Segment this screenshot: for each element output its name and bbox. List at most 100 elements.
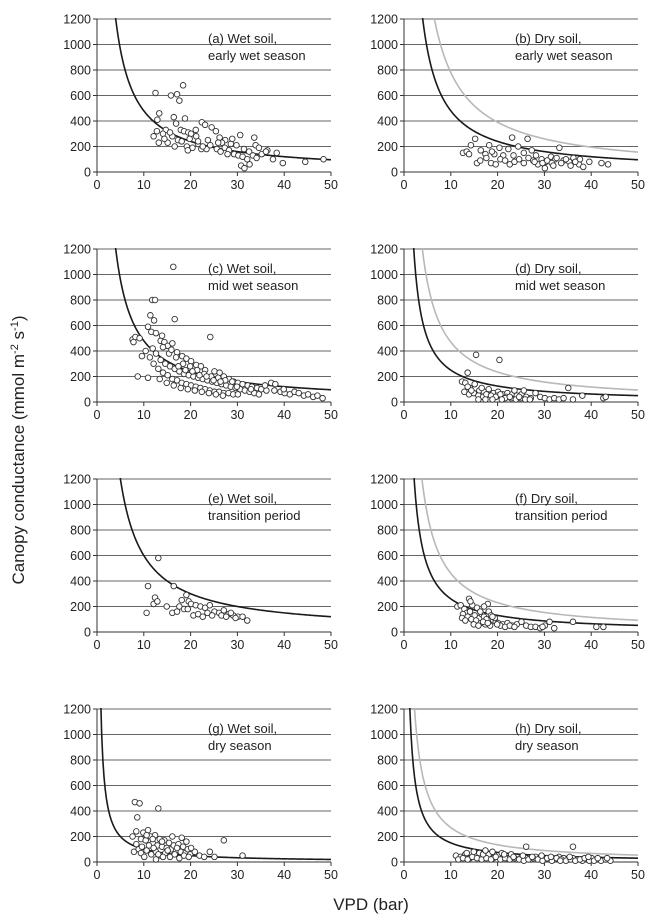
data-point — [579, 163, 587, 171]
data-point — [153, 127, 161, 135]
x-tick-label: 50 — [631, 408, 645, 422]
data-point — [176, 97, 183, 104]
data-point — [133, 814, 141, 821]
y-tick-label: 800 — [377, 524, 398, 538]
y-tick-label: 400 — [377, 575, 398, 589]
y-tick-label: 1200 — [370, 473, 398, 487]
data-point — [478, 384, 485, 392]
data-point — [138, 843, 146, 850]
data-point — [163, 379, 170, 387]
data-point — [500, 851, 508, 858]
y-tick-label: 0 — [391, 396, 398, 410]
data-point — [243, 617, 251, 624]
x-tick-label: 30 — [537, 868, 551, 882]
x-tick-label: 10 — [137, 868, 151, 882]
y-tick-label: 200 — [377, 140, 398, 154]
data-point — [220, 837, 228, 844]
data-point — [253, 154, 260, 162]
data-point — [177, 384, 185, 392]
data-point — [302, 158, 309, 166]
y-tick-label: 600 — [377, 779, 398, 793]
y-tick-label: 1200 — [370, 243, 398, 257]
data-point — [134, 373, 141, 380]
x-tick-label: 10 — [444, 638, 458, 652]
data-point — [250, 134, 258, 141]
data-point — [489, 848, 496, 856]
data-point — [163, 603, 170, 610]
x-tick-label: 10 — [444, 178, 458, 192]
data-point — [261, 382, 269, 389]
y-tick-label: 200 — [377, 370, 398, 384]
data-point — [197, 363, 205, 370]
x-tick-label: 50 — [631, 178, 645, 192]
data-point — [199, 613, 207, 620]
y-tick-label: 200 — [70, 140, 91, 154]
data-point — [143, 831, 150, 839]
chart-panel-h: 0 200 400 600 800 1000 1200 0 10 20 30 40 50 (h) Dry … — [370, 703, 645, 883]
y-tick-label: 600 — [70, 549, 91, 563]
chart-panel-c: 0 200 400 600 800 1000 1200 0 10 20 30 40 50 (c) Wet … — [63, 243, 338, 423]
panel-label-line1: (g) Wet soil, — [208, 721, 277, 736]
data-point — [150, 133, 157, 140]
data-point — [462, 617, 469, 624]
data-point — [243, 155, 251, 163]
data-point — [496, 356, 503, 364]
panel-label-line1: (c) Wet soil, — [208, 261, 276, 276]
data-point — [569, 843, 577, 850]
x-tick-label: 30 — [537, 408, 551, 422]
data-point — [173, 90, 181, 98]
data-point — [233, 141, 240, 149]
x-tick-label: 10 — [137, 408, 151, 422]
data-point — [205, 389, 213, 397]
reference-curve — [433, 18, 638, 153]
data-point — [280, 386, 287, 393]
data-point — [566, 853, 573, 861]
data-point — [245, 148, 253, 155]
data-point — [227, 609, 235, 617]
data-point — [159, 853, 167, 861]
data-point — [136, 800, 143, 807]
data-point — [168, 346, 175, 353]
fit-curve — [409, 708, 638, 859]
data-point — [187, 844, 195, 852]
data-point — [156, 375, 163, 383]
data-point — [526, 396, 534, 403]
y-axis-title: Canopy conductance (mmol m-2 s-1) — [9, 315, 28, 584]
data-point — [150, 360, 157, 368]
panel-label-line1: (d) Dry soil, — [515, 261, 581, 276]
data-point — [489, 613, 496, 620]
data-point — [212, 391, 220, 398]
fit-curve — [413, 478, 638, 627]
x-tick-label: 40 — [584, 178, 598, 192]
data-point — [184, 147, 192, 154]
y-tick-label: 800 — [70, 754, 91, 768]
x-tick-label: 20 — [184, 638, 198, 652]
data-point — [158, 332, 166, 339]
x-tick-label: 40 — [277, 868, 291, 882]
y-tick-label: 200 — [70, 600, 91, 614]
x-tick-label: 40 — [277, 638, 291, 652]
data-point — [224, 150, 231, 158]
fit-curve — [421, 18, 638, 161]
y-tick-label: 0 — [391, 856, 398, 870]
data-point — [194, 138, 202, 145]
data-point — [464, 383, 471, 390]
data-point — [506, 393, 514, 401]
data-point — [498, 396, 506, 403]
x-tick-label: 30 — [230, 178, 244, 192]
data-point — [133, 840, 140, 848]
data-point — [203, 373, 210, 380]
data-point — [217, 148, 224, 155]
data-point — [143, 847, 150, 854]
data-point — [493, 621, 501, 628]
y-tick-label: 600 — [70, 319, 91, 333]
x-tick-label: 30 — [537, 638, 551, 652]
data-point — [467, 598, 474, 605]
data-point — [515, 393, 523, 401]
data-point — [173, 349, 181, 356]
data-point — [169, 833, 176, 840]
data-point — [204, 136, 212, 144]
data-point — [142, 347, 149, 355]
x-axis-title: VPD (bar) — [333, 895, 409, 914]
